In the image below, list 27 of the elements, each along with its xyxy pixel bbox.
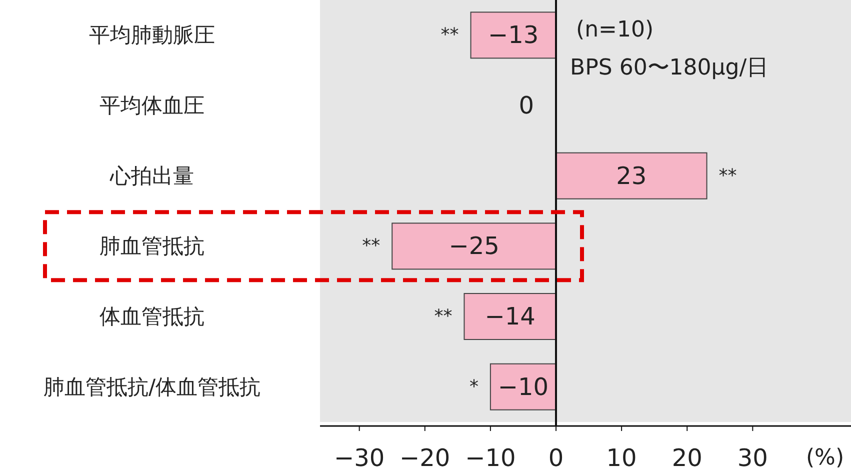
x-tick-label: 20 xyxy=(672,444,702,471)
annotation: (n=10) xyxy=(576,18,654,42)
y-tick-label: 心拍出量 xyxy=(109,164,194,188)
data-label: −25 xyxy=(448,232,500,260)
data-label: −14 xyxy=(484,302,536,330)
data-label: 0 xyxy=(518,92,534,120)
data-label: −10 xyxy=(498,372,549,401)
x-tick-label: 0 xyxy=(548,444,564,471)
y-tick-label: 体血管抵抗 xyxy=(100,304,204,328)
annotation: ** xyxy=(718,165,737,186)
annotation: * xyxy=(469,376,478,398)
y-tick-label: 平均肺動脈圧 xyxy=(89,23,215,48)
x-tick-label: −10 xyxy=(465,444,516,471)
y-tick-label: 肺血管抵抗/体血管抵抗 xyxy=(43,374,261,399)
x-tick-label: 10 xyxy=(606,444,637,471)
x-tick-label: −30 xyxy=(334,444,385,471)
x-tick-label: −20 xyxy=(400,444,450,471)
annotation: BPS 60〜180μg/日 xyxy=(570,56,769,80)
annotation: ** xyxy=(362,236,380,257)
data-label: 23 xyxy=(616,162,647,190)
x-tick-label: 30 xyxy=(737,444,768,471)
y-tick-label: 肺血管抵抗 xyxy=(100,234,204,258)
y-tick-label: 平均体血圧 xyxy=(100,94,204,118)
x-axis-title: (%) xyxy=(806,446,844,470)
annotation: ** xyxy=(440,24,459,46)
data-label: −13 xyxy=(488,21,539,50)
annotation: ** xyxy=(434,306,452,327)
